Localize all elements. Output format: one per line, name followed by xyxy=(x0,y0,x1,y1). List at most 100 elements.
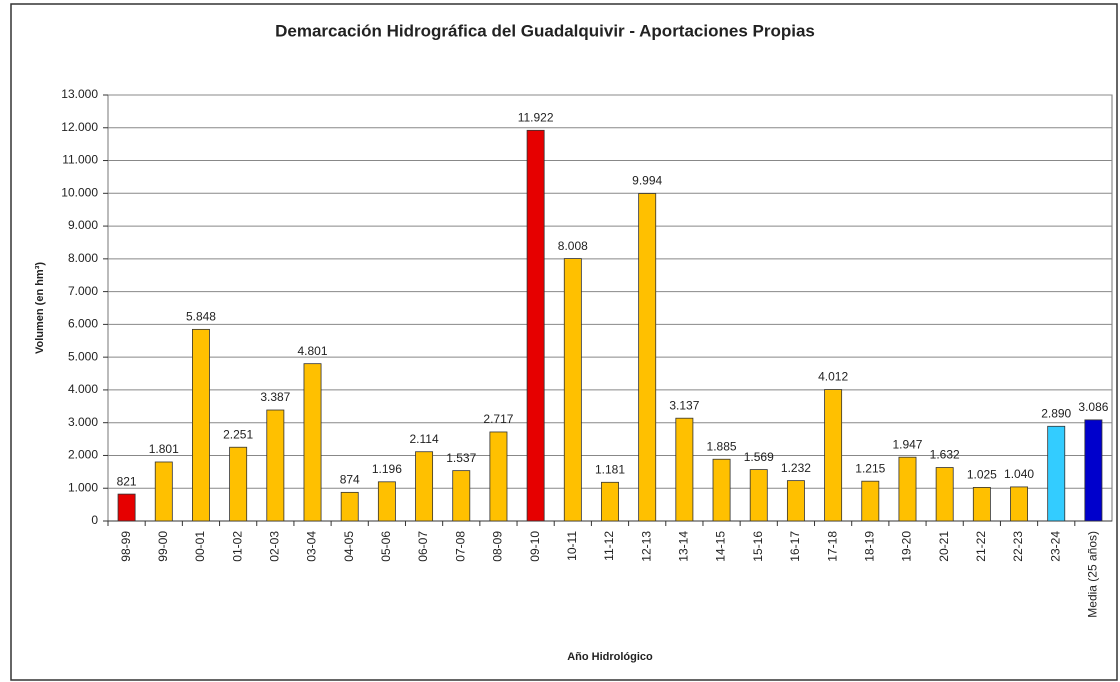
bar xyxy=(638,193,657,522)
bar xyxy=(601,481,619,522)
bar xyxy=(154,461,173,522)
bar xyxy=(712,458,731,522)
data-label: 11.922 xyxy=(518,110,554,124)
bar xyxy=(898,456,917,522)
data-label: 821 xyxy=(117,474,137,488)
y-tick-label: 13.000 xyxy=(61,87,98,101)
y-axis-label: Volumen (en hm³) xyxy=(34,262,46,354)
bar xyxy=(229,446,248,522)
data-label: 1.232 xyxy=(781,461,811,475)
y-tick-label: 10.000 xyxy=(61,185,98,199)
x-tick-label: 07-08 xyxy=(453,531,467,562)
y-tick-label: 7.000 xyxy=(68,284,98,298)
data-label: 2.717 xyxy=(483,412,513,426)
data-label: 1.885 xyxy=(707,439,737,453)
x-tick-label: 21-22 xyxy=(974,531,988,562)
y-tick-label: 3.000 xyxy=(68,415,98,429)
x-tick-label: 09-10 xyxy=(528,531,542,562)
bar xyxy=(1010,486,1028,522)
data-label: 1.632 xyxy=(930,448,960,462)
bar xyxy=(377,481,396,522)
data-label: 1.025 xyxy=(967,468,997,482)
bar xyxy=(415,451,434,522)
data-label: 3.086 xyxy=(1078,400,1108,414)
data-label: 5.848 xyxy=(186,310,216,324)
x-tick-label: 16-17 xyxy=(788,531,802,562)
x-tick-label: 19-20 xyxy=(900,531,914,562)
data-label: 4.012 xyxy=(818,370,848,384)
y-tick-label: 5.000 xyxy=(68,349,98,363)
data-label: 8.008 xyxy=(558,239,588,253)
x-tick-label: 08-09 xyxy=(491,531,505,562)
y-tick-label: 4.000 xyxy=(68,382,98,396)
data-label: 1.537 xyxy=(446,451,476,465)
data-label: 2.114 xyxy=(410,432,439,446)
data-label: 1.569 xyxy=(744,450,774,464)
x-tick-label: 02-03 xyxy=(268,531,282,562)
data-label: 9.994 xyxy=(632,174,662,188)
bar xyxy=(861,480,880,522)
data-label: 1.040 xyxy=(1004,467,1034,481)
data-label: 3.137 xyxy=(669,398,699,412)
bar xyxy=(340,491,359,522)
data-label: 2.890 xyxy=(1041,406,1071,420)
y-tick-label: 9.000 xyxy=(68,218,98,232)
y-tick-label: 6.000 xyxy=(68,317,98,331)
y-tick-label: 8.000 xyxy=(68,251,98,265)
x-tick-label: 17-18 xyxy=(825,531,839,562)
x-axis-label: Año Hidrológico xyxy=(567,651,653,663)
data-label: 1.947 xyxy=(892,437,922,451)
x-tick-label: 22-23 xyxy=(1011,531,1025,562)
bar xyxy=(266,409,285,522)
plot-area xyxy=(107,94,1113,522)
y-tick-label: 12.000 xyxy=(61,120,98,134)
x-tick-label: 01-02 xyxy=(230,531,244,562)
data-label: 1.801 xyxy=(149,442,179,456)
x-tick-label: 13-14 xyxy=(677,531,691,562)
bar xyxy=(675,417,694,522)
bar xyxy=(1047,425,1066,522)
x-tick-label: 23-24 xyxy=(1048,531,1062,562)
x-tick-label: 05-06 xyxy=(379,531,393,562)
data-label: 1.196 xyxy=(372,462,402,476)
data-label: 874 xyxy=(340,473,360,487)
x-tick-label: 03-04 xyxy=(305,531,319,562)
y-tick-label: 2.000 xyxy=(68,448,98,462)
x-tick-label: 15-16 xyxy=(751,531,765,562)
x-tick-label: 11-12 xyxy=(602,531,616,561)
data-label: 4.801 xyxy=(298,344,328,358)
bar xyxy=(563,258,582,522)
data-label: 2.251 xyxy=(223,427,253,441)
y-tick-label: 11.000 xyxy=(62,153,98,167)
bar xyxy=(117,493,136,522)
x-tick-label: 14-15 xyxy=(714,531,728,562)
bar xyxy=(452,470,471,522)
bar xyxy=(526,129,545,522)
x-tick-label: 10-11 xyxy=(565,531,579,561)
data-label: 1.181 xyxy=(595,462,625,476)
x-tick-label: 98-99 xyxy=(119,531,133,562)
bar xyxy=(749,469,768,522)
bar xyxy=(1084,419,1103,522)
x-tick-label: 20-21 xyxy=(937,531,951,562)
x-tick-label: 06-07 xyxy=(416,531,430,562)
data-label: 3.387 xyxy=(260,390,290,404)
x-tick-label: 18-19 xyxy=(862,531,876,562)
chart-title: Demarcación Hidrográfica del Guadalquivi… xyxy=(275,21,815,40)
data-label: 1.215 xyxy=(855,461,885,475)
y-tick-label: 0 xyxy=(91,513,98,527)
x-tick-label: 99-00 xyxy=(156,531,170,562)
x-tick-label: 12-13 xyxy=(639,531,653,562)
bar xyxy=(303,363,322,522)
x-tick-label: 00-01 xyxy=(193,531,207,562)
x-tick-label: Media (25 años) xyxy=(1086,531,1100,618)
bar xyxy=(824,389,843,522)
bar xyxy=(786,480,805,522)
x-tick-label: 04-05 xyxy=(342,531,356,562)
y-tick-label: 1.000 xyxy=(68,480,98,494)
bar xyxy=(489,431,508,522)
bar xyxy=(935,467,954,522)
bar xyxy=(972,487,991,522)
bar xyxy=(192,328,210,522)
